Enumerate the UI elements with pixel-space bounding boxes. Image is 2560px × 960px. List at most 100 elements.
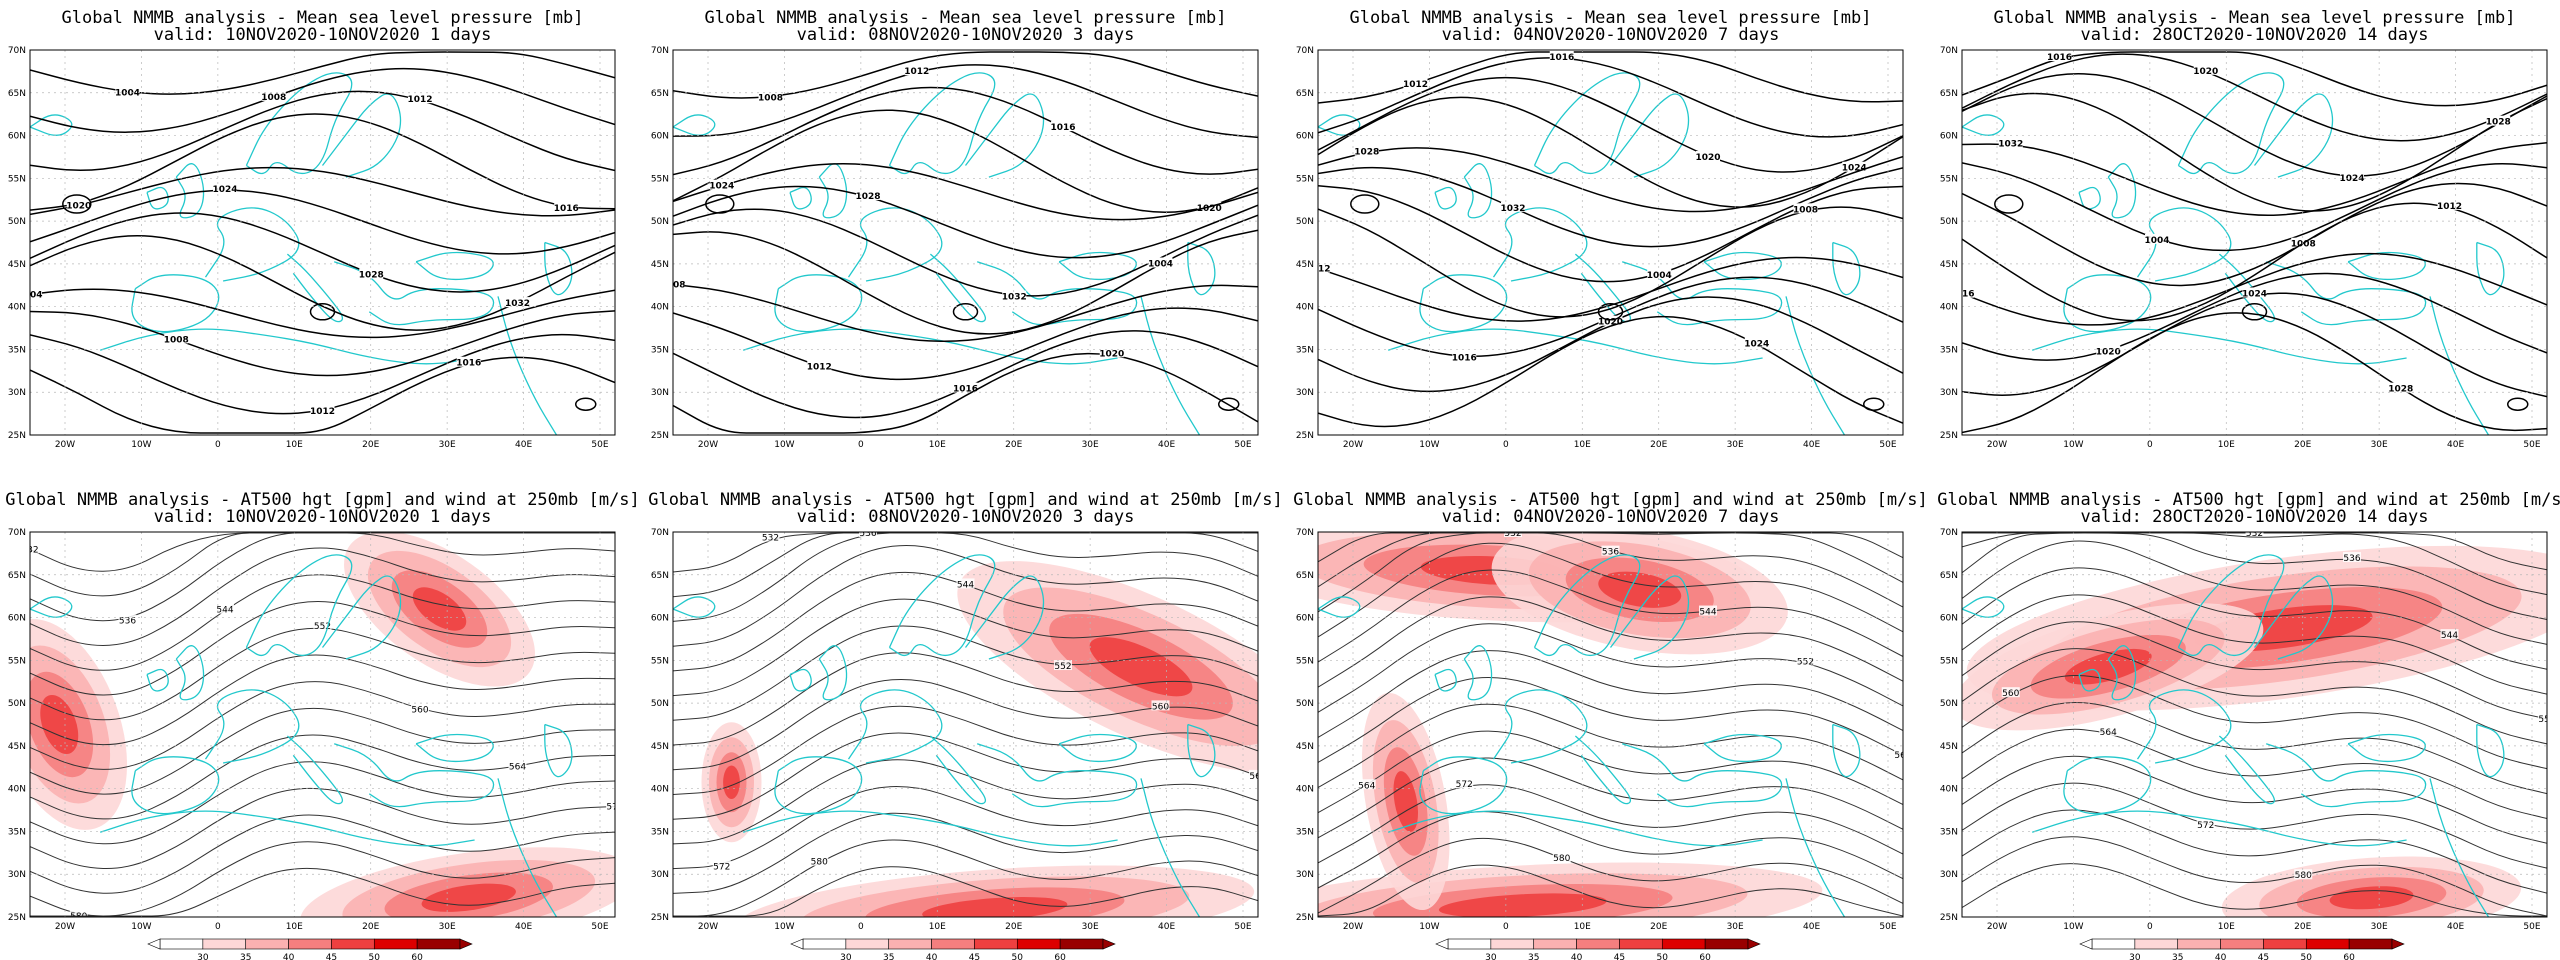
height-contour	[30, 787, 615, 870]
coastline	[742, 328, 1118, 365]
lat-tick-label: 45N	[8, 742, 26, 752]
closed-isobar	[705, 194, 735, 214]
lon-tick-label: 20E	[362, 922, 379, 932]
height-label: 552	[2538, 715, 2555, 725]
colorbar-tick-label: 40	[283, 953, 295, 960]
lat-tick-label: 45N	[651, 260, 669, 270]
contour-label-bg	[712, 860, 731, 871]
lon-tick-label: 20W	[55, 440, 75, 450]
isobar	[1962, 292, 2547, 398]
colorbar-swatch	[1533, 938, 1577, 950]
isobar	[30, 288, 615, 339]
isobar-label: 1020	[2096, 347, 2121, 357]
coastline	[497, 296, 558, 435]
height-label: 572	[2197, 821, 2214, 831]
lon-tick-label: 50E	[1234, 440, 1251, 450]
colorbar-swatch	[2220, 938, 2264, 950]
colorbar-swatch	[2348, 938, 2393, 950]
lon-tick-label: 20E	[1650, 922, 1667, 932]
map-frame	[672, 49, 1259, 436]
isobar-label-bg	[1549, 50, 1574, 61]
lat-tick-label: 70N	[1940, 528, 1958, 538]
map-frame	[1961, 531, 2548, 918]
coastline	[1609, 575, 1690, 660]
isobar-label-bg	[2486, 115, 2511, 126]
lat-tick-label: 50N	[1296, 699, 1314, 709]
lat-tick-label: 40N	[8, 303, 26, 313]
isobar	[673, 109, 1258, 214]
wind-speed-shading	[1393, 771, 1419, 832]
height-label: 560	[1894, 751, 1911, 761]
height-contour	[1962, 755, 2547, 844]
isobar	[1318, 147, 1903, 213]
isobar-label-bg	[1002, 290, 1027, 301]
map-frame	[29, 49, 616, 436]
isobar-label: 1016	[1949, 290, 1974, 300]
colorbar-swatch	[931, 938, 975, 950]
contour-label-bg	[118, 614, 137, 625]
lat-tick-label: 35N	[651, 827, 669, 837]
lat-tick-label: 30N	[1940, 870, 1958, 880]
lat-tick-label: 35N	[8, 827, 26, 837]
isobar	[30, 356, 615, 434]
colorbar-tick-label: 50	[369, 953, 381, 960]
coastline	[2253, 575, 2334, 660]
isobar	[30, 51, 615, 95]
lon-tick-label: 50E	[1879, 440, 1896, 450]
height-contour	[673, 571, 1258, 672]
height-contour	[673, 839, 1258, 917]
isobar-label-bg	[1099, 347, 1124, 358]
contour-label-bg	[1552, 852, 1571, 863]
lon-tick-label: 20W	[1343, 922, 1363, 932]
map-background	[673, 50, 1258, 435]
isobar-label: 1016	[1452, 354, 1477, 364]
lon-tick-label: 20W	[1987, 922, 2007, 932]
isobar-label-bg	[2340, 171, 2364, 182]
height-contour	[673, 532, 1258, 622]
lon-tick-label: 20E	[2294, 922, 2311, 932]
height-label: 536	[119, 617, 136, 627]
colorbar-arrow	[147, 938, 161, 950]
panel-valid-date: valid: 28OCT2020-10NOV2020 14 days	[2081, 25, 2429, 45]
isobar	[1962, 272, 2547, 361]
coastline	[1609, 93, 1690, 178]
closed-isobar	[575, 397, 597, 411]
lon-tick-label: 0	[858, 440, 864, 450]
isobar-label: 1020	[1598, 318, 1623, 328]
height-contour	[1318, 837, 1903, 914]
colorbar-tick-label: 60	[1699, 953, 1711, 960]
coastline	[2063, 274, 2152, 333]
height-contour	[1962, 782, 2547, 869]
lat-tick-label: 30N	[1940, 388, 1958, 398]
lat-tick-label: 35N	[1940, 827, 1958, 837]
map-panel: Global NMMB analysis - AT500 hgt [gpm] a…	[5, 490, 640, 932]
height-contour	[1318, 532, 1903, 588]
lat-tick-label: 60N	[1296, 614, 1314, 624]
isobar	[673, 352, 1258, 434]
height-label: 580	[1553, 854, 1570, 864]
isobar-label-bg	[30, 288, 42, 299]
coastline	[415, 733, 494, 763]
lat-tick-label: 60N	[1940, 132, 1958, 142]
closed-isobar	[2507, 397, 2529, 411]
map-area: 1004 1008 1012 1016 1020 1024 1028 1032 1004 1008…	[30, 50, 615, 435]
isobar-label: 1024	[1842, 164, 1867, 174]
height-contour	[30, 532, 615, 622]
isobar-label: 1012	[1305, 265, 1330, 275]
coastline	[2136, 689, 2232, 764]
isobar-label-bg	[673, 278, 685, 289]
contour-label-bg	[69, 910, 88, 917]
panel-valid-date: valid: 08NOV2020-10NOV2020 3 days	[797, 507, 1135, 527]
lat-tick-label: 35N	[1296, 345, 1314, 355]
isobar-label-bg	[310, 405, 335, 416]
panel-title: Global NMMB analysis - AT500 hgt [gpm] a…	[648, 490, 1283, 510]
coastline	[286, 735, 344, 805]
coastline	[929, 735, 987, 805]
height-label: 552	[1797, 657, 1814, 667]
lon-tick-label: 10W	[1419, 922, 1439, 932]
isobar-label-bg	[213, 183, 237, 194]
height-label: 544	[216, 606, 233, 616]
map-frame	[672, 531, 1259, 918]
coastline	[2031, 810, 2407, 847]
colorbar-tick-label: 45	[969, 953, 980, 960]
